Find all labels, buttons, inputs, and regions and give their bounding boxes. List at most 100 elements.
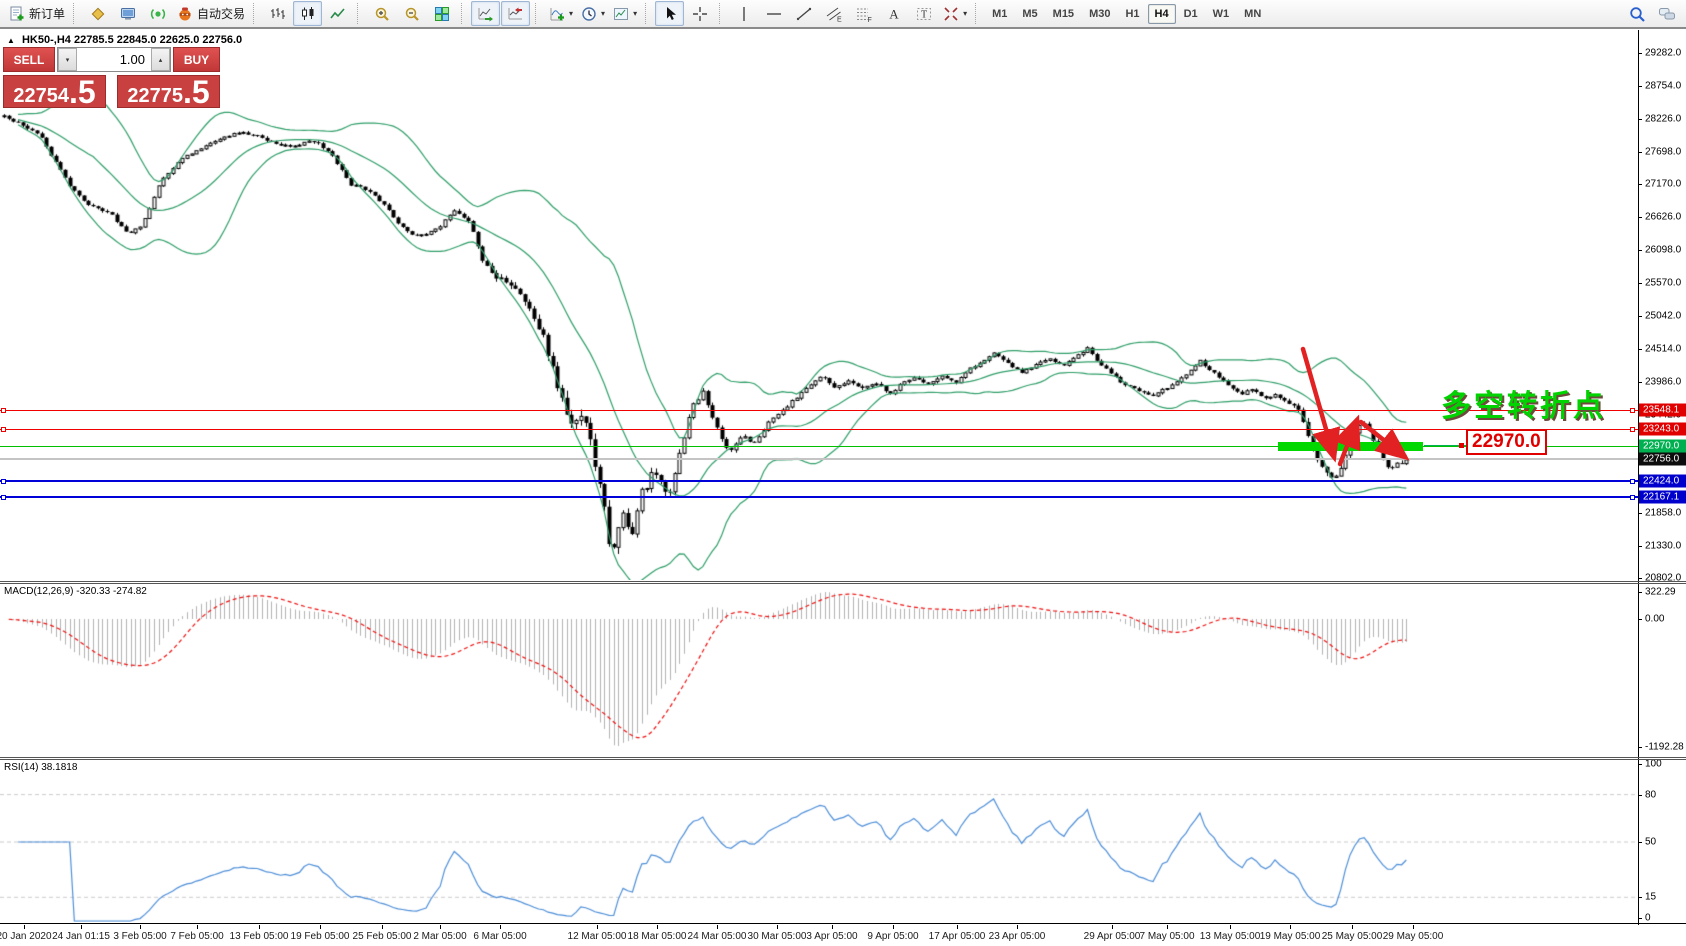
zoom-out-icon	[403, 5, 421, 23]
new-order-button[interactable]: 新订单	[5, 1, 68, 26]
line-handle[interactable]	[1630, 408, 1635, 413]
turning-point-annotation[interactable]: 多空转折点	[1441, 390, 1606, 423]
zoom-in-button[interactable]	[367, 1, 396, 26]
equidistant-channel-button[interactable]: E	[819, 1, 848, 26]
time-axis-label: 25 Feb 05:00	[352, 931, 412, 942]
sell-button[interactable]: SELL	[3, 47, 55, 72]
periods-button[interactable]: ▾	[577, 1, 608, 26]
crosshair-button[interactable]	[685, 1, 714, 26]
market-watch-button[interactable]	[113, 1, 142, 26]
line-handle[interactable]	[1, 495, 6, 500]
chevron-down-icon[interactable]: ▾	[601, 8, 606, 18]
time-axis-label: 23 Apr 05:00	[988, 931, 1046, 942]
line-handle[interactable]	[1, 427, 6, 432]
horizontal-line-button[interactable]	[759, 1, 788, 26]
profile-button[interactable]	[83, 1, 112, 26]
chat-button[interactable]	[1652, 1, 1681, 26]
text-label-button[interactable]: T	[909, 1, 938, 26]
axis-tick-mark	[1638, 53, 1642, 54]
linechart-icon	[329, 5, 347, 23]
line-handle[interactable]	[1630, 495, 1635, 500]
timeframe-button-d1[interactable]: D1	[1183, 7, 1198, 20]
zoom-out-button[interactable]	[397, 1, 426, 26]
price-badge-22424.0: 22424.0	[1639, 474, 1686, 488]
search-button[interactable]	[1622, 1, 1651, 26]
volume-decrease-button[interactable]: ▾	[58, 48, 77, 71]
volume-spinner: ▾ 1.00 ▴	[57, 47, 171, 72]
toolbar-separator	[719, 3, 724, 24]
pane-divider[interactable]	[0, 583, 1686, 584]
price-level-label[interactable]: 22970.0	[1466, 429, 1547, 455]
templates-button[interactable]: ▾	[609, 1, 640, 26]
time-tick-mark	[1413, 925, 1414, 929]
collapse-triangle-icon[interactable]: ▲	[7, 36, 15, 45]
timeframe-button-w1[interactable]: W1	[1212, 7, 1230, 20]
horizontal-line-23548.1[interactable]	[0, 410, 1638, 411]
timeframe-button-h4[interactable]: H4	[1147, 3, 1176, 24]
horizontal-line-22970[interactable]	[0, 446, 1638, 447]
sell-price-display[interactable]: 22754 .5	[3, 75, 106, 108]
vline-icon	[735, 5, 753, 23]
chart-candles-button[interactable]	[293, 1, 323, 26]
pane-divider[interactable]	[0, 757, 1686, 758]
pane-divider[interactable]	[0, 581, 1686, 582]
rsi-bottom-border	[0, 923, 1686, 924]
chat-icon	[1658, 5, 1676, 23]
timeframe-button-m5[interactable]: M5	[1022, 7, 1038, 20]
auto-scroll-button[interactable]	[471, 1, 501, 26]
line-handle[interactable]	[1, 408, 6, 413]
horizontal-line-22756[interactable]	[0, 458, 1638, 460]
robot-icon	[176, 5, 194, 23]
buy-button[interactable]: BUY	[173, 47, 220, 72]
arrows-button[interactable]: ▾	[939, 1, 970, 26]
cursor-icon	[661, 5, 679, 23]
time-axis-label: 3 Feb 05:00	[113, 931, 167, 942]
price-label-anchor-marker[interactable]	[1459, 443, 1464, 448]
time-axis[interactable]: 20 Jan 2020 24 Jan 01:15 3 Feb 05:00 7 Feb …	[0, 925, 1686, 946]
buy-price-display[interactable]: 22775 .5	[117, 75, 220, 108]
tile-windows-button[interactable]	[427, 1, 456, 26]
horizontal-line-22424[interactable]	[0, 480, 1638, 482]
chevron-down-icon[interactable]: ▾	[569, 8, 574, 18]
timeframe-button-mn[interactable]: MN	[1244, 7, 1262, 20]
volume-increase-button[interactable]: ▴	[151, 48, 170, 71]
arrows-icon	[942, 5, 960, 23]
chart-line-button[interactable]	[323, 1, 352, 26]
time-tick-mark	[24, 925, 25, 929]
indicators-button[interactable]: ▾	[545, 1, 576, 26]
timeframe-button-m30[interactable]: M30	[1089, 7, 1111, 20]
volume-input[interactable]: 1.00	[119, 52, 145, 67]
rsi-indicator-canvas[interactable]	[0, 761, 1638, 922]
vertical-line-button[interactable]	[729, 1, 758, 26]
line-handle[interactable]	[1630, 427, 1635, 432]
axis-tick-mark	[1638, 592, 1642, 593]
price-chart-canvas[interactable]	[0, 30, 1638, 580]
time-tick-mark	[259, 925, 260, 929]
trendline-button[interactable]	[789, 1, 818, 26]
chevron-down-icon[interactable]: ▾	[633, 8, 638, 18]
auto-trading-button[interactable]: 自动交易	[173, 1, 248, 26]
text-button[interactable]: A	[879, 1, 908, 26]
time-tick-mark	[500, 925, 501, 929]
axis-tick-mark	[1638, 897, 1642, 898]
line-handle[interactable]	[1, 479, 6, 484]
chevron-down-icon[interactable]: ▾	[963, 8, 968, 18]
signals-button[interactable]	[143, 1, 172, 26]
time-tick-mark	[893, 925, 894, 929]
fibonacci-button[interactable]: F	[849, 1, 878, 26]
line-handle[interactable]	[1630, 479, 1635, 484]
axis-tick-label: 28226.0	[1645, 113, 1682, 125]
chart-shift-button[interactable]	[501, 1, 531, 26]
support-highlight-bar[interactable]	[1278, 442, 1423, 451]
cursor-button[interactable]	[655, 1, 685, 26]
timeframe-button-h1[interactable]: H1	[1125, 7, 1140, 20]
chart-bars-button[interactable]	[263, 1, 292, 26]
crosshair-icon	[691, 5, 709, 23]
horizontal-line-23243[interactable]	[0, 429, 1638, 430]
horizontal-line-22167.1[interactable]	[0, 496, 1638, 498]
timeframe-button-m1[interactable]: M1	[992, 7, 1008, 20]
pane-divider[interactable]	[0, 759, 1686, 760]
macd-indicator-canvas[interactable]	[0, 585, 1638, 755]
timeframe-button-m15[interactable]: M15	[1052, 7, 1075, 20]
